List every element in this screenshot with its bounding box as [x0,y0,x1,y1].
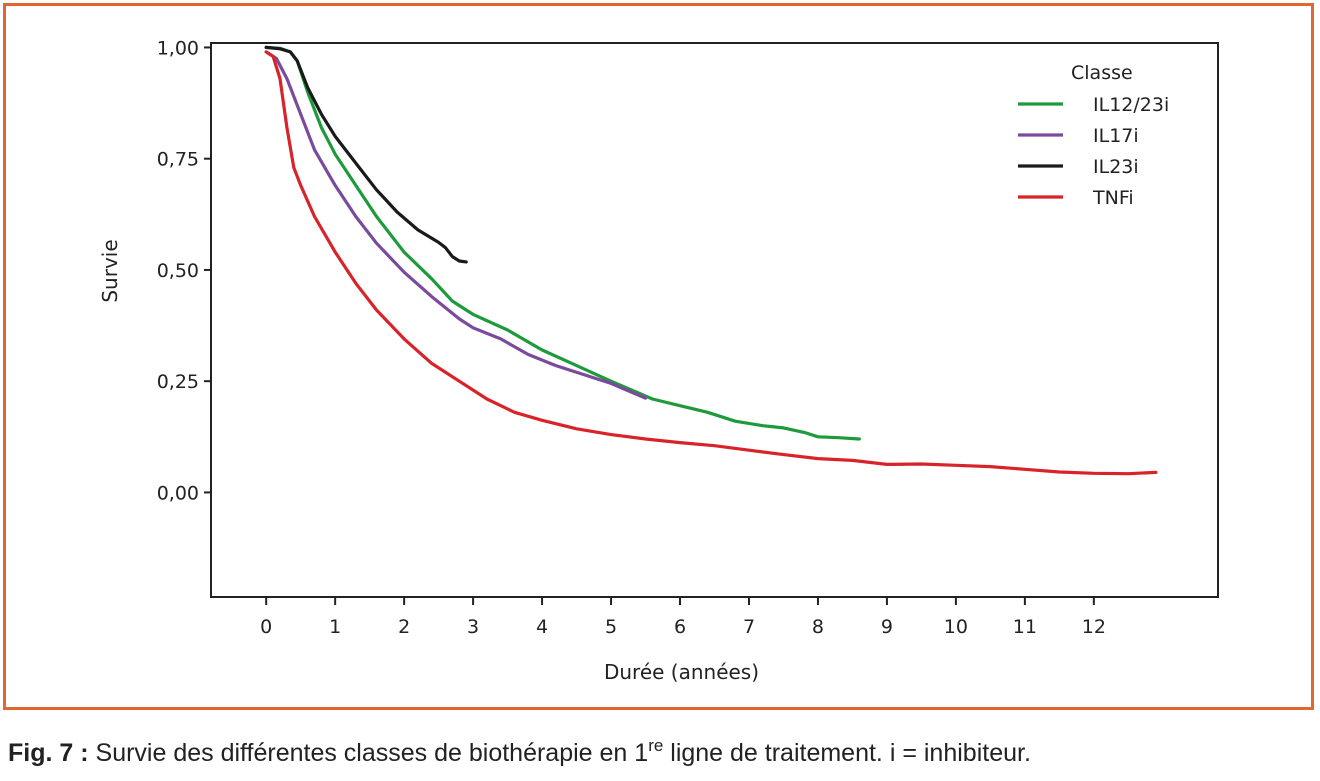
legend: Classe IL12/23i IL17i IL23i TNFi [1018,62,1169,209]
x-tick-label: 4 [536,616,548,638]
x-tick-label: 1 [329,616,341,638]
series-line-il17i [264,50,648,400]
caption-text-after: ligne de traitement. i = inhibiteur. [663,739,1031,767]
x-tick-label: 11 [1013,616,1037,638]
legend-label-il17i: IL17i [1093,125,1139,147]
axis-ticks: 1,000,750,500,250,000 1 2 3 4 5 6 7 8 9 10 11 12 [157,37,1106,638]
x-tick-label: 8 [812,616,824,638]
caption-label: Fig. 7 : [8,739,89,767]
series-line-tnfi [264,50,1158,476]
y-tick-label: 0,25 [157,371,199,393]
x-tick-label: 12 [1082,616,1106,638]
figure-caption: Fig. 7 : Survie des différentes classes … [8,736,1031,768]
legend-label-tnfi: TNFi [1092,187,1134,209]
x-tick-label: 6 [674,616,686,638]
x-tick-label: 9 [881,616,893,638]
x-tick-label: 5 [605,616,617,638]
x-tick-label: 2 [398,616,410,638]
x-tick-label: 0 [260,616,272,638]
plot-border [210,42,1219,598]
y-axis-title: Survie [98,239,122,302]
caption-text-before: Survie des différentes classes de biothé… [95,739,649,767]
legend-label-il12-23i: IL12/23i [1093,94,1169,116]
x-tick-label: 10 [944,616,968,638]
y-tick-label: 0,50 [157,260,199,282]
figure-frame [3,3,1314,710]
legend-label-il23i: IL23i [1093,156,1139,178]
x-tick-label: 7 [743,616,755,638]
plot-area [210,42,1219,598]
series-layer [264,45,1158,476]
series-line-il23i [264,45,468,264]
y-tick-label: 0,00 [157,482,199,504]
x-tick-label: 3 [467,616,479,638]
series-line-il12-23i [264,45,861,441]
x-axis-title: Durée (années) [604,660,759,684]
legend-title: Classe [1071,62,1133,84]
caption-superscript: re [648,736,664,755]
y-tick-label: 0,75 [157,149,199,171]
y-tick-label: 1,00 [157,37,199,59]
